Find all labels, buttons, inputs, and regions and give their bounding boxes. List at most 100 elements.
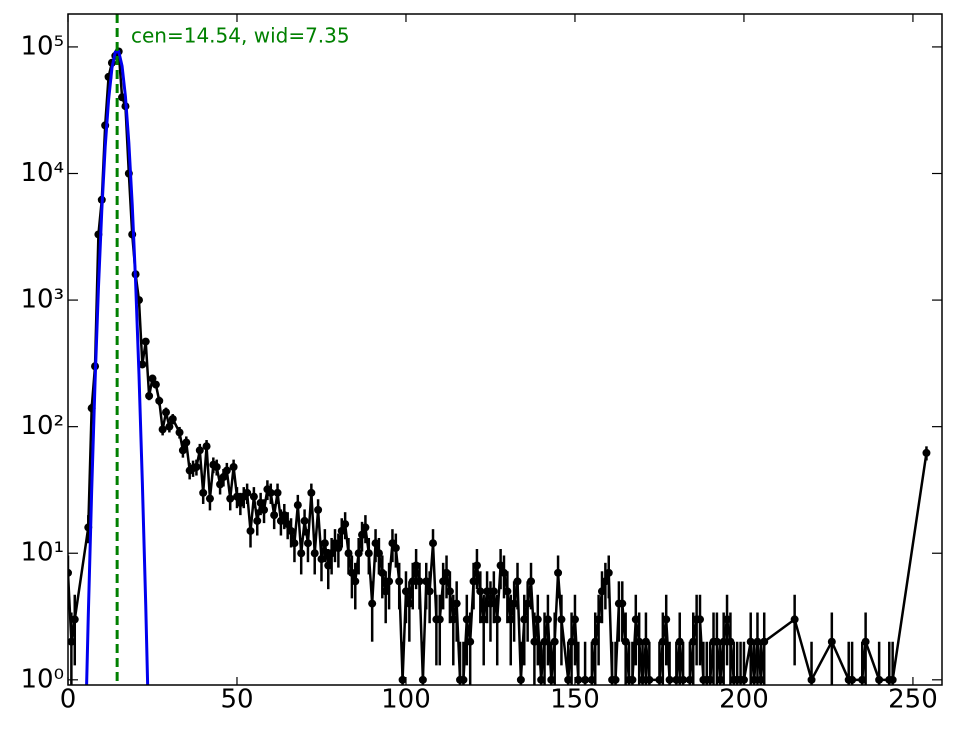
data-point [368,599,377,608]
data-point [249,492,258,501]
data-point [371,539,380,548]
data-point [195,446,204,455]
data-point [489,587,498,596]
data-point [202,442,211,451]
data-point [479,615,488,624]
data-point [554,568,563,577]
data-point [570,615,579,624]
data-point [888,675,897,684]
plot-area [68,14,931,685]
data-point [827,637,836,646]
data-point [496,561,505,570]
data-point [354,549,363,558]
x-tick-label: 100 [381,685,431,715]
data-point [141,337,150,346]
data-point [378,568,387,577]
data-point [628,675,637,684]
data-point [290,539,299,548]
data-point [307,488,316,497]
data-point [574,675,583,684]
data-point [145,391,154,400]
data-point [287,526,296,535]
data-point [270,511,279,520]
data-point [696,615,705,624]
data-point [459,675,468,684]
data-point [672,675,681,684]
x-tick-label: 250 [888,685,938,715]
data-point [645,675,654,684]
data-point [297,549,306,558]
data-point [422,577,431,586]
data-point [222,466,231,475]
data-point [550,637,559,646]
data-point [604,568,613,577]
data-point [364,549,373,558]
data-point [665,675,674,684]
data-point [229,463,238,472]
data-point [442,568,451,577]
data-point [246,526,255,535]
data-point [205,494,214,503]
data-point [317,555,326,564]
data-point [466,637,475,646]
data-point [415,577,424,586]
data-point [418,675,427,684]
data-point [533,615,542,624]
data-point [256,498,265,507]
data-point [199,488,208,497]
data-point [361,523,370,532]
data-point [212,463,221,472]
data-point [537,675,546,684]
data-point [516,675,525,684]
data-point [597,587,606,596]
fit-line [85,49,150,685]
y-tick-label: 10⁰ [20,664,64,694]
data-point [266,488,275,497]
data-point [547,675,556,684]
data-point [216,480,225,489]
data-point [391,543,400,552]
data-point [557,615,566,624]
data-point [445,587,454,596]
data-point [462,615,471,624]
data-point [476,587,485,596]
data-point [641,637,650,646]
data-point [483,587,492,596]
data-point [351,577,360,586]
data-point [523,599,532,608]
data-point [398,675,407,684]
data-point [689,637,698,646]
data-point [746,637,755,646]
data-point [848,675,857,684]
data-point [260,505,269,514]
y-tick-label: 10³ [20,285,64,315]
data-point [341,520,350,529]
x-tick-label: 150 [550,685,600,715]
data-point [564,675,573,684]
data-point [493,615,502,624]
data-point [232,492,241,501]
data-point [151,380,160,389]
data-point [449,615,458,624]
data-point [726,637,735,646]
data-point [527,577,536,586]
data-point [594,615,603,624]
data-point [358,530,367,539]
data-point [756,675,765,684]
data-point [310,549,319,558]
data-point [68,568,72,577]
data-point [405,599,414,608]
data-point [168,414,177,423]
data-point [861,637,870,646]
data-point [401,587,410,596]
data-point [283,520,292,529]
data-point [439,577,448,586]
data-point [280,511,289,520]
data-point [162,408,171,417]
data-point [510,599,519,608]
data-point [165,422,174,431]
plot-frame [67,13,943,686]
data-point [506,615,515,624]
data-point [381,587,390,596]
data-point [236,498,245,507]
